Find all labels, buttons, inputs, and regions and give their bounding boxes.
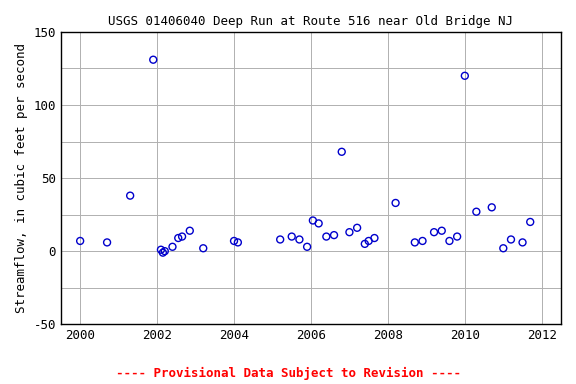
Point [177, 233, 187, 240]
Point [360, 241, 369, 247]
Point [156, 247, 165, 253]
Point [75, 238, 85, 244]
Point [173, 235, 183, 241]
Point [437, 228, 446, 234]
Point [391, 200, 400, 206]
Point [453, 233, 462, 240]
Point [308, 217, 317, 223]
Point [229, 238, 238, 244]
Point [185, 228, 194, 234]
Title: USGS 01406040 Deep Run at Route 516 near Old Bridge NJ: USGS 01406040 Deep Run at Route 516 near… [108, 15, 513, 28]
Point [126, 192, 135, 199]
Point [295, 237, 304, 243]
Point [472, 209, 481, 215]
Point [410, 239, 419, 245]
Point [168, 244, 177, 250]
Point [506, 237, 516, 243]
Point [460, 73, 469, 79]
Point [430, 229, 439, 235]
Point [518, 239, 527, 245]
Point [199, 245, 208, 252]
Point [158, 250, 168, 256]
Point [370, 235, 379, 241]
Point [287, 233, 296, 240]
Y-axis label: Streamflow, in cubic feet per second: Streamflow, in cubic feet per second [15, 43, 28, 313]
Point [302, 244, 312, 250]
Point [345, 229, 354, 235]
Point [418, 238, 427, 244]
Point [233, 239, 242, 245]
Point [314, 220, 323, 227]
Point [149, 57, 158, 63]
Point [275, 237, 285, 243]
Point [103, 239, 112, 245]
Point [329, 232, 339, 238]
Point [364, 238, 373, 244]
Text: ---- Provisional Data Subject to Revision ----: ---- Provisional Data Subject to Revisio… [116, 367, 460, 380]
Point [337, 149, 346, 155]
Point [526, 219, 535, 225]
Point [322, 233, 331, 240]
Point [499, 245, 508, 252]
Point [487, 204, 497, 210]
Point [353, 225, 362, 231]
Point [160, 248, 169, 254]
Point [445, 238, 454, 244]
